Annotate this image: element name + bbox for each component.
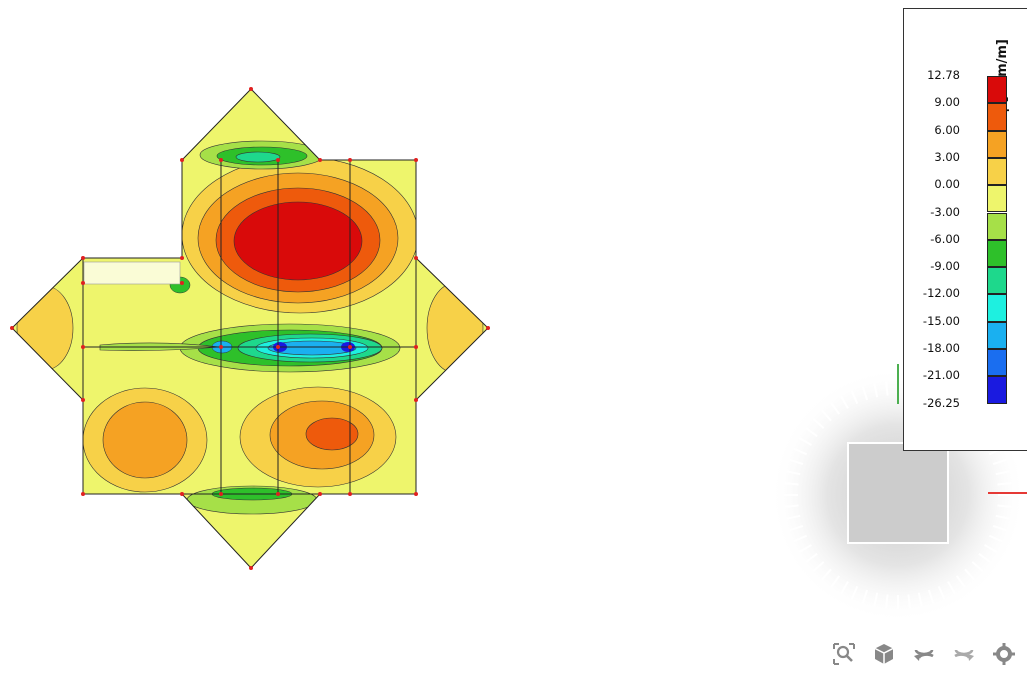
dial-tick bbox=[786, 514, 801, 520]
dial-tick bbox=[992, 458, 1007, 466]
legend-color-swatch bbox=[987, 239, 1007, 268]
legend-value-label: -21.00 bbox=[922, 368, 960, 383]
legend-value-label: -15.00 bbox=[922, 313, 960, 328]
zoom-extents-button[interactable] bbox=[830, 640, 858, 668]
dial-tick bbox=[789, 458, 804, 466]
view-3d-button[interactable] bbox=[870, 640, 898, 668]
legend-value-label: -6.00 bbox=[930, 231, 960, 246]
dial-tick bbox=[820, 568, 832, 581]
legend-color-swatch bbox=[987, 185, 1007, 213]
dial-tick bbox=[793, 534, 808, 543]
legend-color-swatch bbox=[987, 376, 1007, 404]
contour-fill bbox=[12, 89, 488, 568]
dial-tick bbox=[971, 561, 984, 573]
dial-tick bbox=[793, 447, 808, 456]
dial-tick bbox=[947, 581, 956, 595]
dial-tick bbox=[830, 575, 841, 588]
dial-tick bbox=[786, 470, 801, 476]
dial-tick bbox=[984, 544, 998, 553]
dial-tick bbox=[907, 594, 911, 609]
legend-value-label: -12.00 bbox=[922, 286, 960, 301]
mesh-nodes bbox=[10, 87, 490, 570]
dial-tick bbox=[805, 552, 818, 563]
dial-tick bbox=[995, 514, 1010, 520]
legend-color-swatch bbox=[987, 103, 1007, 131]
rotate-left-icon bbox=[914, 649, 934, 661]
dial-tick bbox=[798, 544, 812, 553]
legend-color-swatch bbox=[987, 157, 1007, 186]
dial-tick bbox=[873, 383, 879, 398]
dial-tick bbox=[820, 409, 832, 422]
dial-tick bbox=[805, 427, 818, 438]
legend-value-label: -18.00 bbox=[922, 341, 960, 355]
rotate-right-button[interactable] bbox=[950, 640, 978, 668]
dial-tick bbox=[812, 417, 825, 429]
gear-icon bbox=[993, 643, 1015, 665]
dial-tick bbox=[840, 395, 849, 409]
dial-tick bbox=[964, 568, 976, 581]
mesh-lines bbox=[82, 160, 417, 495]
dial-tick bbox=[992, 524, 1007, 532]
legend-value-label: 12.78 bbox=[927, 68, 960, 82]
dial-tick bbox=[978, 552, 991, 563]
dial-tick bbox=[997, 482, 1012, 486]
legend-value-label: 9.00 bbox=[934, 95, 960, 110]
dial-tick bbox=[812, 561, 825, 573]
rotate-right-icon bbox=[954, 649, 974, 661]
dial-tick bbox=[784, 504, 799, 508]
dial-ticks bbox=[784, 381, 1012, 609]
dial-tick bbox=[937, 585, 946, 600]
dial-tick bbox=[885, 594, 889, 609]
legend-value-label: -9.00 bbox=[930, 259, 960, 274]
legend-value-label: -3.00 bbox=[930, 204, 960, 219]
legend-color-swatch bbox=[987, 267, 1007, 295]
dial-tick bbox=[798, 437, 812, 446]
cube-icon bbox=[874, 644, 894, 664]
dial-tick bbox=[850, 390, 859, 405]
settings-button[interactable] bbox=[990, 640, 1018, 668]
dial-tick bbox=[873, 592, 879, 607]
legend-value-label: 6.00 bbox=[934, 122, 960, 137]
dial-tick bbox=[830, 402, 841, 415]
zoom-icon bbox=[833, 643, 855, 665]
legend-color-swatch bbox=[987, 349, 1007, 377]
legend-quantity-sub: Y bbox=[1002, 106, 1012, 114]
dial-tick bbox=[927, 589, 935, 604]
dial-tick bbox=[784, 482, 799, 486]
rotate-left-button[interactable] bbox=[910, 640, 938, 668]
legend-value-label: 0.00 bbox=[934, 177, 960, 192]
dial-tick bbox=[997, 504, 1012, 508]
legend-color-swatch bbox=[987, 130, 1007, 158]
dial-tick bbox=[885, 381, 889, 396]
dial-tick bbox=[789, 524, 804, 532]
dial-tick bbox=[995, 470, 1010, 476]
dial-tick bbox=[955, 575, 966, 588]
legend-color-swatch bbox=[987, 212, 1007, 240]
color-legend: mY [kNm/m] 12.789.006.003.000.00-3.00-6.… bbox=[903, 8, 1027, 451]
legend-color-swatch bbox=[987, 321, 1007, 349]
dial-tick bbox=[840, 581, 849, 595]
dial-tick bbox=[850, 585, 859, 600]
view-cube-face[interactable] bbox=[847, 442, 949, 544]
legend-color-swatch bbox=[987, 76, 1007, 104]
legend-color-swatch bbox=[987, 294, 1007, 322]
dial-tick bbox=[917, 592, 923, 607]
dial-tick bbox=[861, 386, 869, 401]
legend-value-label: -26.25 bbox=[922, 395, 960, 410]
dial-tick bbox=[988, 534, 1003, 543]
dial-tick bbox=[861, 589, 869, 604]
legend-value-label: 3.00 bbox=[934, 149, 960, 164]
